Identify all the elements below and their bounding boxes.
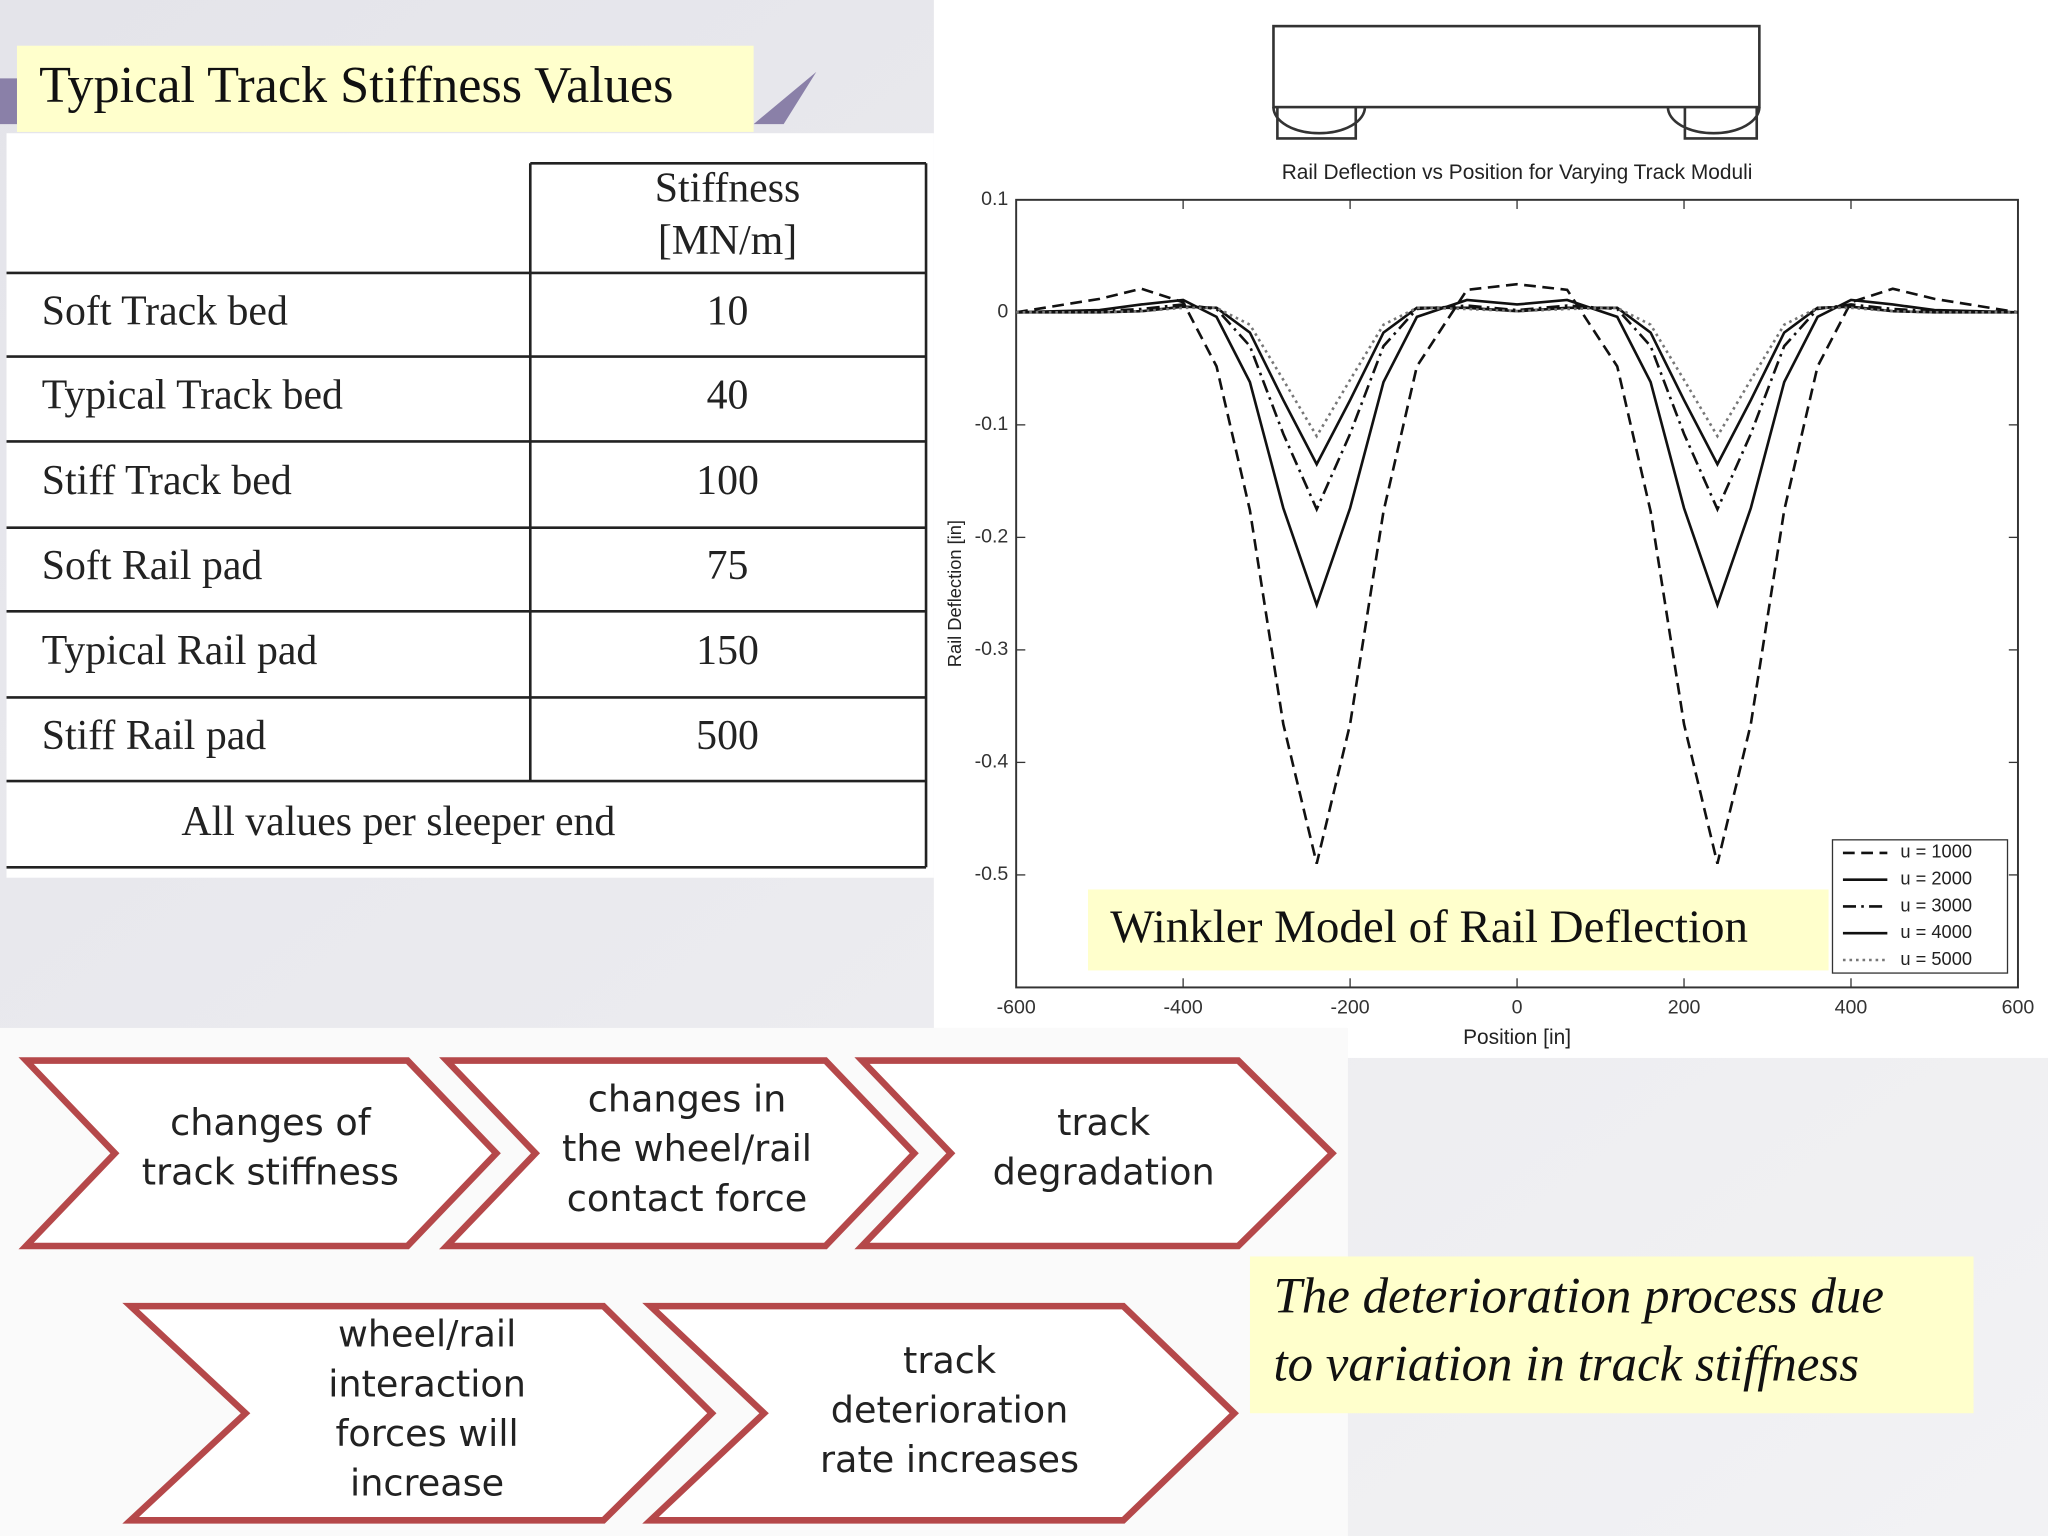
row-label: Typical Track bed — [42, 373, 343, 419]
row-label: Soft Rail pad — [42, 543, 263, 589]
column-header: Stiffness — [655, 166, 800, 212]
caption-box — [1249, 1256, 1974, 1414]
cell-value: 75 — [707, 543, 749, 589]
caption-line: The deterioration process due — [1273, 1269, 1884, 1325]
title: Typical Track Stiffness Values — [39, 56, 673, 114]
title-box — [16, 45, 754, 132]
flow-step-text: track stiffness — [142, 1151, 399, 1194]
x-tick-label: 200 — [1668, 996, 1701, 1018]
cell-value: 100 — [696, 458, 759, 504]
series-line — [1016, 298, 2018, 609]
y-tick-label: 0 — [997, 301, 1008, 323]
chart: Rail Deflection vs Position for Varying … — [933, 0, 2048, 1058]
caption-line: to variation in track stiffness — [1273, 1337, 1859, 1393]
x-tick-label: 0 — [1512, 996, 1523, 1018]
series-line — [1015, 282, 2019, 864]
x-tick-label: 400 — [1835, 996, 1868, 1018]
cell-value: 10 — [707, 288, 749, 334]
annotation: Winkler Model of Rail Deflection — [1110, 901, 1748, 953]
car-body — [1272, 24, 1761, 109]
flow-step-text: rate increases — [820, 1438, 1079, 1481]
flow-step-text: deterioration — [831, 1388, 1069, 1431]
y-tick-label: -0.1 — [975, 413, 1009, 435]
flow-step-text: forces will — [336, 1412, 519, 1455]
column-header: [MN/m] — [658, 218, 797, 264]
y-tick-label: 0.1 — [981, 188, 1008, 210]
flow-step-text: degradation — [993, 1151, 1215, 1194]
legend-label: u = 2000 — [1900, 868, 1972, 889]
vehicle-sketch — [1272, 24, 1761, 140]
legend-label: u = 4000 — [1900, 921, 1972, 942]
row-label: Stiff Track bed — [42, 458, 292, 504]
cell-value: 500 — [696, 713, 759, 759]
y-axis-label: Rail Deflection [in] — [944, 520, 965, 667]
flow-step-text: contact force — [567, 1177, 808, 1220]
flow-step-text: the wheel/rail — [562, 1127, 812, 1170]
y-tick-label: -0.4 — [975, 751, 1009, 773]
flow-step-text: wheel/rail — [338, 1313, 516, 1356]
flow-step-text: changes of — [170, 1101, 372, 1144]
cell-value: 150 — [696, 628, 759, 674]
flow-diagram: changes of track stiffness changes in the w… — [0, 1027, 1348, 1536]
row-label: Typical Rail pad — [42, 628, 318, 674]
flow-step-text: increase — [350, 1462, 504, 1505]
legend-label: u = 1000 — [1900, 841, 1972, 862]
y-tick-label: -0.3 — [975, 638, 1009, 660]
flow-step — [122, 1302, 717, 1524]
accent — [753, 71, 817, 125]
flow-step — [439, 1057, 919, 1250]
legend-label: u = 5000 — [1900, 948, 1972, 969]
series-line — [1016, 306, 2018, 439]
x-tick-label: -600 — [997, 996, 1036, 1018]
accent — [0, 78, 20, 125]
flow-step-text: track — [903, 1339, 997, 1382]
x-tick-label: 600 — [2002, 996, 2035, 1018]
x-tick-label: -200 — [1331, 996, 1370, 1018]
chart-title: Rail Deflection vs Position for Varying … — [1282, 161, 1753, 184]
annotation-box — [1088, 889, 1829, 971]
row-label: Soft Track bed — [42, 288, 288, 334]
cell-value: 40 — [707, 373, 749, 419]
y-tick-label: -0.5 — [975, 863, 1009, 885]
table-footer: All values per sleeper end — [181, 799, 615, 845]
table: Stiffness [MN/m] Soft Track bed 10 Typical T… — [6, 133, 934, 878]
flow-step — [854, 1057, 1337, 1250]
x-axis-label: Position [in] — [1463, 1026, 1571, 1049]
flow-step — [18, 1057, 501, 1250]
table-panel — [6, 133, 934, 878]
flow-step-text: track — [1057, 1101, 1151, 1144]
legend-label: u = 3000 — [1900, 894, 1972, 915]
flow-step-text: interaction — [328, 1362, 526, 1405]
row-label: Stiff Rail pad — [42, 713, 266, 759]
flow-step — [642, 1302, 1239, 1524]
wheels — [1272, 107, 1761, 140]
flow-step-text: changes in — [588, 1078, 787, 1121]
x-tick-label: -400 — [1164, 996, 1203, 1018]
y-tick-label: -0.2 — [975, 526, 1009, 548]
